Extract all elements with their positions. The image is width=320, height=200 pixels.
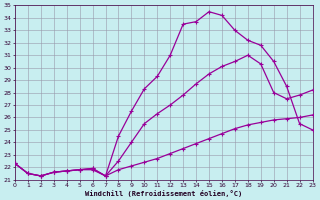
X-axis label: Windchill (Refroidissement éolien,°C): Windchill (Refroidissement éolien,°C) [85, 190, 242, 197]
